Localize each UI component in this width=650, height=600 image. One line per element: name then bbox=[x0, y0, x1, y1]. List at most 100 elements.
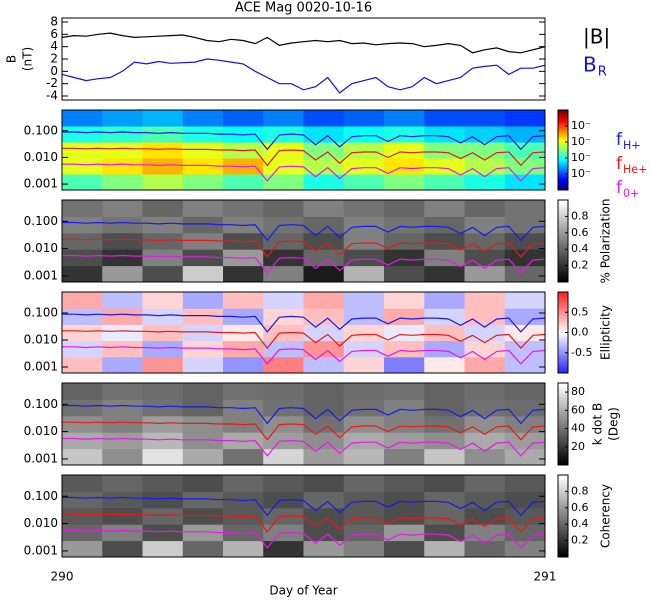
heatmap-cell bbox=[102, 356, 143, 374]
heatmap-cell bbox=[343, 249, 385, 267]
heatmap-cell bbox=[182, 356, 224, 374]
colorbar-step bbox=[558, 298, 568, 301]
colorbar-step bbox=[558, 522, 568, 525]
colorbar-step bbox=[558, 160, 568, 163]
heatmap-cell bbox=[62, 448, 103, 466]
colorbar-step bbox=[558, 124, 568, 127]
colorbar-step bbox=[558, 180, 568, 183]
heatmap-cell bbox=[464, 540, 506, 558]
heatmap-cell bbox=[504, 507, 546, 525]
heatmap-cell bbox=[303, 383, 345, 400]
y-tick-label: 0.100 bbox=[24, 214, 58, 228]
heatmap-cell bbox=[263, 448, 304, 466]
panel-frame bbox=[61, 382, 546, 466]
heatmap-cell bbox=[182, 540, 224, 558]
heatmap-cell bbox=[182, 340, 224, 358]
heatmap-cell bbox=[384, 475, 425, 492]
colorbar-step bbox=[558, 554, 568, 558]
colorbar-step bbox=[558, 419, 568, 423]
colorbar-step bbox=[558, 370, 568, 374]
colorbar-step bbox=[558, 452, 568, 456]
colorbar-step bbox=[558, 154, 568, 157]
colorbar-frame bbox=[557, 109, 569, 191]
heatmap-cell bbox=[424, 324, 465, 342]
heatmap-cell bbox=[303, 292, 345, 309]
heatmap-cell bbox=[343, 142, 385, 159]
colorbar-step bbox=[558, 186, 568, 189]
colorbar-step bbox=[558, 485, 568, 488]
heatmap-cell bbox=[102, 399, 143, 417]
heatmap-cell bbox=[303, 540, 345, 558]
colorbar-step bbox=[558, 411, 568, 415]
colorbar-step bbox=[558, 530, 568, 533]
heatmap-cell bbox=[504, 216, 546, 234]
heatmap-cell bbox=[303, 432, 345, 450]
heatmap-cell bbox=[142, 308, 184, 325]
heatmap-cell bbox=[182, 491, 224, 509]
heatmap-cell bbox=[343, 126, 385, 143]
colorbar-step bbox=[558, 184, 568, 187]
heatmap-cell bbox=[223, 110, 264, 127]
series-line bbox=[62, 131, 545, 151]
colorbar-tick-label: 0.5 bbox=[571, 305, 589, 318]
heatmap-cell bbox=[343, 475, 385, 492]
colorbar-step bbox=[558, 300, 568, 303]
heatmap-cell bbox=[504, 432, 546, 450]
colorbar-step bbox=[558, 202, 568, 205]
heatmap-cell bbox=[102, 340, 143, 358]
heatmap-cell bbox=[464, 200, 506, 217]
colorbar-tick-label: 10⁻ bbox=[571, 151, 591, 164]
colorbar-step bbox=[558, 292, 568, 295]
colorbar-step bbox=[558, 450, 568, 454]
colorbar-step bbox=[558, 243, 568, 246]
heatmap-cell bbox=[464, 174, 506, 191]
colorbar-step bbox=[558, 176, 568, 179]
colorbar-step bbox=[558, 206, 568, 209]
heatmap-cell bbox=[504, 324, 546, 342]
colorbar-step bbox=[558, 428, 568, 431]
colorbar-step bbox=[558, 269, 568, 273]
heatmap-cell bbox=[384, 356, 425, 374]
heatmap-cell bbox=[142, 415, 184, 433]
axis-label: Coherency bbox=[599, 484, 613, 548]
colorbar-step bbox=[558, 460, 568, 464]
heatmap-cell bbox=[182, 399, 224, 417]
colorbar-step bbox=[558, 140, 568, 143]
colorbar-step bbox=[558, 417, 568, 421]
colorbar-step bbox=[558, 162, 568, 165]
colorbar-step bbox=[558, 397, 568, 400]
heatmap-cell bbox=[102, 232, 143, 250]
colorbar-step bbox=[558, 509, 568, 513]
colorbar-step bbox=[558, 216, 568, 219]
colorbar-step bbox=[558, 520, 568, 523]
heatmap-cell bbox=[343, 356, 385, 374]
heatmap-cell bbox=[384, 174, 425, 191]
y-tick-label: 0.100 bbox=[24, 306, 58, 320]
colorbar-step bbox=[558, 499, 568, 503]
heatmap-cell bbox=[142, 232, 184, 250]
series-line bbox=[62, 238, 545, 258]
heatmap-cell bbox=[62, 216, 103, 234]
colorbar-step bbox=[558, 188, 568, 191]
heatmap-cell bbox=[223, 524, 264, 542]
colorbar-step bbox=[558, 491, 568, 494]
colorbar-step bbox=[558, 228, 568, 232]
colorbar-step bbox=[558, 536, 568, 540]
colorbar-step bbox=[558, 342, 568, 346]
heatmap-cell bbox=[102, 540, 143, 558]
heatmap-cell bbox=[223, 383, 264, 400]
colorbar-step bbox=[558, 296, 568, 299]
heatmap-cell bbox=[504, 383, 546, 400]
colorbar-step bbox=[558, 538, 568, 542]
y-tick-label: 6 bbox=[50, 27, 58, 41]
heatmap-cell bbox=[343, 383, 385, 400]
colorbar-step bbox=[558, 362, 568, 366]
series-line bbox=[62, 221, 545, 242]
colorbar-step bbox=[558, 259, 568, 262]
colorbar-step bbox=[558, 334, 568, 338]
axis-label: Ellipticity bbox=[599, 305, 613, 360]
heatmap-cell bbox=[102, 383, 143, 400]
heatmap-cell bbox=[223, 448, 264, 466]
colorbar-step bbox=[558, 234, 568, 238]
colorbar-step bbox=[558, 226, 568, 230]
